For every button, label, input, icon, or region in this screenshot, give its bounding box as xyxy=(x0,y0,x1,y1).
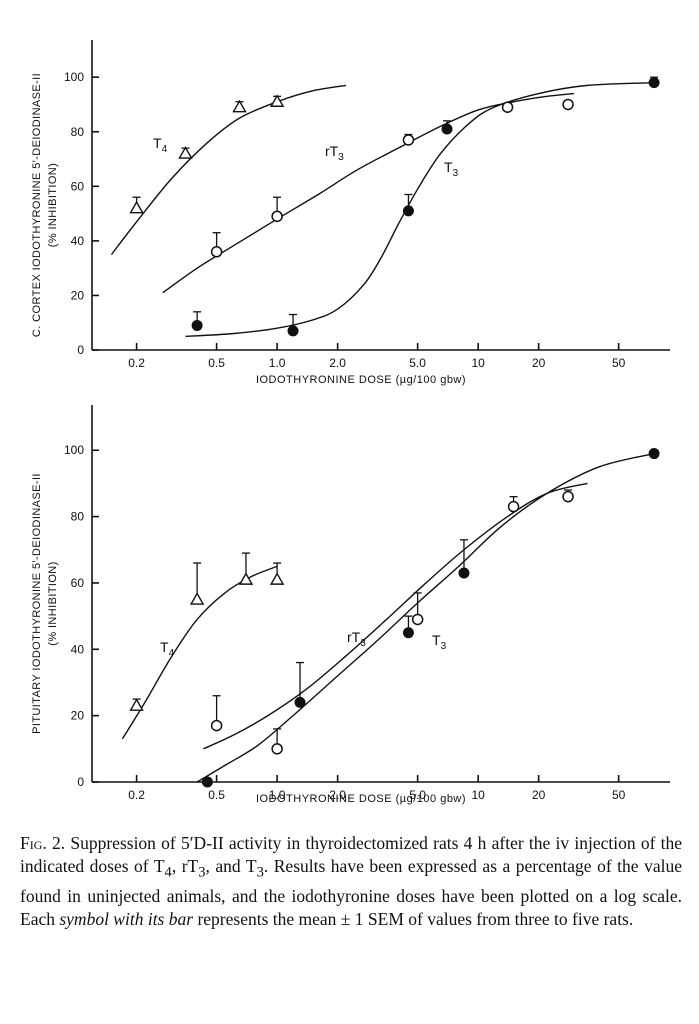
series-label-t3: T3 xyxy=(444,159,459,179)
series-label-t3: T3 xyxy=(432,632,447,652)
x-axis-label: IODOTHYRONINE DOSE (µg/100 gbw) xyxy=(256,374,466,386)
y-tick-label: 60 xyxy=(71,179,85,193)
y-tick-label: 40 xyxy=(71,234,85,248)
y-tick-label: 20 xyxy=(71,288,85,302)
data-point-rt3 xyxy=(411,613,424,626)
y-axis-sublabel: (% INHIBITION) xyxy=(47,163,59,247)
data-point-t3 xyxy=(402,627,414,639)
caption-text-5: represents the mean ± 1 xyxy=(193,908,368,929)
data-point-rt3 xyxy=(562,490,574,503)
fit-curve-rt3 xyxy=(162,92,575,294)
y-tick-label: 20 xyxy=(71,709,85,723)
fit-curve-t3 xyxy=(185,81,655,338)
caption-italic: symbol with its bar xyxy=(59,908,194,929)
data-point-rt3 xyxy=(562,98,574,111)
series-label-t4: T4 xyxy=(153,135,168,155)
data-point-rt3 xyxy=(271,210,283,223)
data-point-t4 xyxy=(269,94,285,107)
series-label-t4: T4 xyxy=(160,639,175,659)
caption-text-1: Suppression of 5′D-II activity in thyroi… xyxy=(20,833,683,876)
data-point-rt3 xyxy=(501,101,514,113)
pituitary-panel: 0 20 40 60 80 100 0.2 0.5 1.0 2.0 5.0 10 20 50 IODOTHY… xyxy=(31,405,670,805)
data-point-t3 xyxy=(191,319,203,331)
y-tick-label: 80 xyxy=(71,510,85,524)
y-tick-label: 40 xyxy=(71,642,85,656)
caption-sub-a: 4 xyxy=(164,864,172,881)
data-point-t4 xyxy=(189,592,205,605)
y-axis-label: PITUITARY IODOTHYRONINE 5'-DEIODINASE-II xyxy=(31,473,43,734)
y-tick-label: 0 xyxy=(77,343,84,357)
x-tick-label: 50 xyxy=(612,356,626,370)
x-tick-label: 5.0 xyxy=(409,356,426,370)
y-tick-label: 100 xyxy=(64,70,84,84)
caption-text-6: of values from three to five rats. xyxy=(403,908,634,929)
data-point-t3 xyxy=(402,205,414,217)
series-label-rt3: rT3 xyxy=(325,143,344,163)
x-tick-label: 2.0 xyxy=(329,788,346,802)
data-point-t3 xyxy=(441,123,453,135)
y-axis-sublabel: (% INHIBITION) xyxy=(47,561,59,645)
fit-curve-t3 xyxy=(196,452,655,783)
caption-text-3: , and T xyxy=(205,856,257,876)
figure-caption: Fig. 2. Suppression of 5′D-II activity i… xyxy=(20,832,682,931)
data-point-rt3 xyxy=(507,500,520,513)
caption-text-2: , rT xyxy=(171,856,199,876)
x-tick-label: 50 xyxy=(612,788,626,802)
data-point-t3 xyxy=(201,776,213,788)
x-tick-label: 20 xyxy=(532,356,546,370)
x-tick-label: 10 xyxy=(471,356,485,370)
data-point-t4 xyxy=(129,698,144,711)
data-point-t3 xyxy=(458,567,470,579)
y-tick-label: 100 xyxy=(64,443,84,457)
caption-sub-b: 3 xyxy=(198,864,206,881)
data-point-t3 xyxy=(287,325,299,337)
data-point-t4 xyxy=(232,99,247,113)
x-tick-label: 10 xyxy=(471,788,485,802)
cortex-panel: 0 20 40 60 80 100 0.2 0.5 1.0 2.0 5.0 10 20 50 IODOTHY… xyxy=(31,40,670,386)
x-tick-label: 0.5 xyxy=(208,356,225,370)
data-point-t4 xyxy=(238,572,254,585)
data-point-t4 xyxy=(269,572,285,585)
data-point-t4 xyxy=(178,146,193,159)
data-point-rt3 xyxy=(210,719,223,732)
series-label-rt3: rT3 xyxy=(347,629,366,649)
data-point-rt3 xyxy=(210,246,223,258)
x-tick-label: 2.0 xyxy=(329,356,346,370)
caption-sub-c: 3 xyxy=(256,864,264,881)
caption-sem: SEM xyxy=(367,908,404,929)
fit-curve-rt3 xyxy=(203,482,588,750)
caption-text-4: . Results have been expressed as a perce… xyxy=(20,856,682,929)
y-tick-label: 60 xyxy=(71,576,85,590)
data-point-t3 xyxy=(648,448,660,460)
data-point-rt3 xyxy=(402,134,415,146)
data-point-t4 xyxy=(129,200,144,214)
y-axis-label: C. CORTEX IODOTHYRONINE 5'-DEIODINASE-II xyxy=(31,73,43,337)
x-tick-label: 0.2 xyxy=(128,788,145,802)
x-tick-label: 1.0 xyxy=(269,356,286,370)
y-tick-label: 0 xyxy=(77,775,84,789)
x-tick-label: 5.0 xyxy=(409,788,426,802)
fit-curve-t4 xyxy=(121,565,278,740)
data-point-t3 xyxy=(648,77,660,89)
y-tick-label: 80 xyxy=(71,125,85,139)
caption-fig-label: Fig. 2. xyxy=(20,833,66,853)
x-tick-label: 1.0 xyxy=(269,788,286,802)
fit-curve-t4 xyxy=(110,84,347,255)
data-point-rt3 xyxy=(271,743,283,755)
x-axis-label: IODOTHYRONINE DOSE (µg/100 gbw) xyxy=(256,793,466,805)
x-tick-label: 0.5 xyxy=(208,788,225,802)
data-point-t3 xyxy=(294,696,306,708)
x-tick-label: 0.2 xyxy=(128,356,145,370)
x-tick-label: 20 xyxy=(532,788,546,802)
